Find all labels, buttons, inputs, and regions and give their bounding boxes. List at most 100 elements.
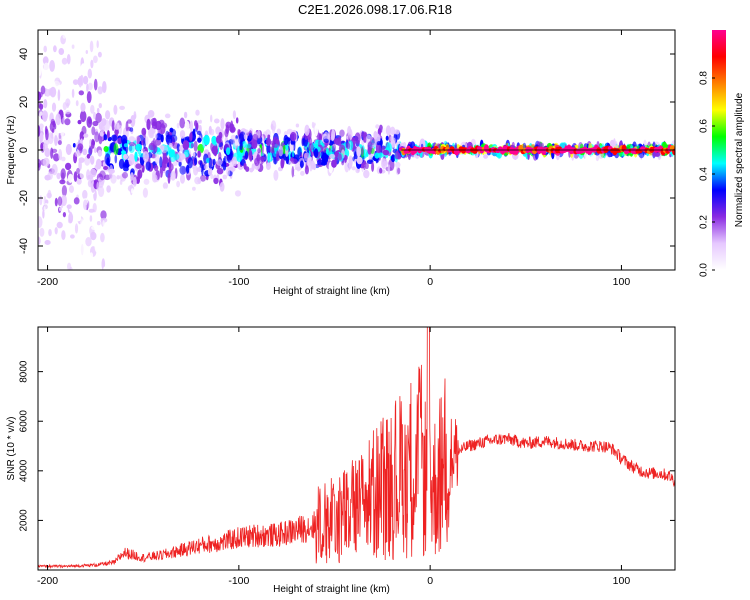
spectrogram-blob	[168, 168, 172, 173]
spectrogram-blob	[192, 128, 196, 137]
spectrogram-blob	[39, 227, 45, 237]
snr-frame	[37, 326, 676, 571]
spectrogram-blob	[320, 161, 327, 166]
spectrogram-blob	[65, 110, 71, 115]
spectrogram-blob	[75, 115, 79, 121]
spectrogram-blob	[304, 165, 309, 175]
spectrogram-blob	[251, 139, 258, 149]
x-tick-label: 100	[613, 575, 631, 587]
spectrogram-blob	[176, 180, 181, 188]
spectrogram-blob	[38, 216, 43, 228]
spectrogram-blob	[179, 130, 186, 139]
spectrogram-blob	[65, 162, 72, 171]
spectrogram-blob	[231, 156, 238, 167]
spectrogram-blob	[320, 171, 327, 183]
spectrogram-blob	[93, 78, 98, 91]
spectrogram-blob	[141, 164, 145, 173]
spectrogram-blob	[376, 141, 382, 146]
spectrogram-blob	[156, 149, 162, 155]
colorbar-tick-label: 0.2	[699, 215, 710, 229]
spectrogram-blob	[91, 126, 96, 136]
spectrogram-blob	[122, 182, 128, 189]
spectrogram-blob	[74, 150, 81, 157]
spectrogram-blob	[82, 232, 85, 244]
spectrogram-blob	[201, 164, 204, 176]
y-tick-label: 20	[18, 96, 30, 108]
spectrogram-blob	[106, 185, 111, 193]
colorbar-tick-label: 0.4	[699, 167, 710, 181]
spectrogram-blob	[172, 161, 178, 167]
x-tick-label: -100	[228, 575, 249, 587]
spectrogram-blob	[162, 151, 167, 164]
spectrogram-blob	[57, 140, 62, 146]
spectrogram-blob	[339, 129, 345, 137]
spectrogram-blob	[94, 131, 100, 143]
spectrogram-blob	[43, 202, 50, 213]
spectrogram-blob	[187, 157, 193, 169]
spectrogram-blob	[214, 118, 220, 124]
spectrogram-blob	[97, 149, 103, 157]
spectrogram-blob	[83, 199, 88, 211]
spectrogram-blob	[153, 164, 159, 172]
spectrogram-blob	[210, 114, 213, 123]
spectrogram-blob	[330, 134, 335, 142]
spectrogram-blob	[363, 169, 370, 179]
spectrogram-blob	[163, 188, 168, 195]
spectrogram-blob	[152, 174, 158, 183]
spectrogram-blob	[159, 156, 163, 168]
y-tick-label: 8000	[19, 360, 30, 383]
spectrogram-blob	[35, 289, 41, 300]
spectrogram-blob	[113, 143, 119, 156]
spectrogram-blob	[128, 153, 135, 166]
spectrogram-blob	[93, 147, 97, 154]
spectrogram-blob	[95, 158, 102, 170]
spectrogram-blob	[123, 153, 129, 160]
y-tick-label: 2000	[19, 509, 30, 532]
spectrogram-blob	[235, 101, 239, 110]
spectrogram-blob	[66, 204, 72, 209]
spectrogram-blob	[382, 149, 390, 156]
spectrogram-blob	[183, 188, 189, 200]
colorbar: 0.0 0.2 0.4 0.6 0.8 Normalized spectral ampli…	[699, 30, 745, 277]
spectrogram-blob	[144, 136, 149, 145]
spectrogram-blob	[293, 169, 298, 176]
spectrogram-blob	[164, 113, 171, 119]
spectrogram-blob	[208, 125, 212, 135]
spectrogram-blob	[243, 134, 248, 140]
spectrogram-blob	[178, 161, 182, 167]
spectrogram-blob	[213, 140, 218, 147]
spectrogram-blob	[278, 145, 284, 157]
spectrogram-blob	[45, 248, 53, 255]
spectrogram-blob	[103, 174, 111, 181]
spectrogram-blob	[47, 189, 52, 199]
spectrogram-blob	[393, 129, 400, 135]
spectrogram-blob	[53, 80, 60, 88]
snr-plot: 2000 4000 6000 8000 -200 -100 0 100 Height of st…	[6, 326, 676, 595]
spectrogram-blob	[82, 189, 88, 200]
spectrogram-blob	[59, 207, 62, 212]
spectrogram-blob	[58, 48, 65, 55]
spectrogram-blob	[64, 118, 71, 126]
spectrogram-blob	[146, 118, 151, 131]
spectrogram-blob	[137, 170, 141, 180]
spectrogram-blob	[192, 152, 196, 157]
spectrogram-blob	[257, 148, 261, 154]
spectrogram-blob	[87, 21, 94, 26]
spectrogram-blob	[53, 45, 57, 53]
spectrogram-blob	[373, 130, 378, 140]
spectrogram-blob	[102, 81, 107, 93]
spectrogram-blob	[57, 89, 61, 101]
y-tick-label: -40	[18, 238, 30, 254]
spectrogram-blob	[54, 135, 58, 146]
spectrogram-blobs	[35, 11, 675, 300]
spectrogram-blob	[44, 147, 51, 158]
spectrogram-blob	[100, 11, 106, 15]
spectrogram-blob	[196, 191, 202, 198]
spectrogram-blob	[304, 124, 310, 136]
spectrogram-blob	[267, 134, 271, 139]
spectrogram-blob	[62, 116, 65, 125]
spectrogram-blob	[185, 164, 190, 174]
spectrogram-blob	[308, 143, 314, 151]
spectrogram-blob	[80, 218, 84, 229]
